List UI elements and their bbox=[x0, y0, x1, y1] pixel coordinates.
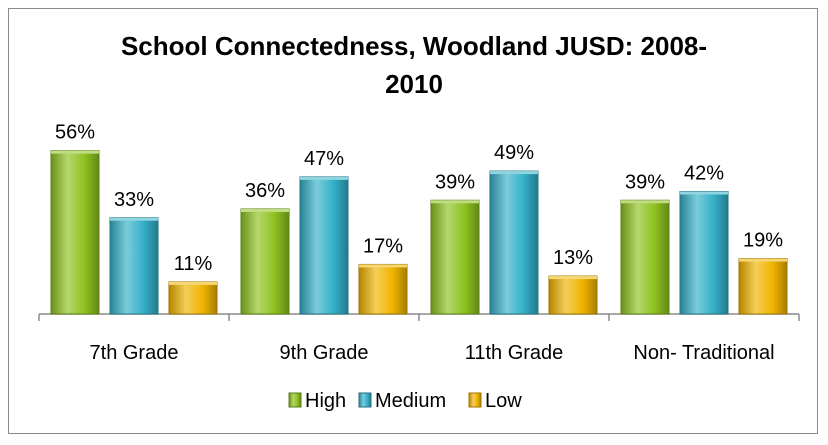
legend-swatch-low bbox=[468, 392, 482, 408]
bar-low-2 bbox=[548, 275, 598, 315]
bar-medium-1 bbox=[299, 176, 349, 315]
data-label-medium-3: 42% bbox=[684, 163, 724, 185]
chart-frame: School Connectedness, Woodland JUSD: 200… bbox=[8, 8, 818, 434]
data-label-low-0: 11% bbox=[174, 253, 213, 275]
bar-cap-low-2 bbox=[549, 276, 597, 280]
category-label-1: 9th Grade bbox=[280, 342, 369, 364]
data-label-high-0: 56% bbox=[55, 122, 95, 144]
legend-label-high: High bbox=[305, 390, 346, 412]
data-label-medium-2: 49% bbox=[494, 142, 534, 164]
bar-low-3 bbox=[738, 258, 788, 315]
legend-swatch-high bbox=[288, 392, 302, 408]
data-label-medium-0: 33% bbox=[114, 189, 154, 211]
bar-cap-high-1 bbox=[241, 209, 289, 212]
bar-high-1 bbox=[240, 208, 290, 315]
bar-cap-medium-1 bbox=[300, 176, 348, 180]
plot-area: 56% 33% 11% 7th Grade 36% 47% 17% 9th Grade 39% 4… bbox=[38, 122, 800, 364]
bar-cap-low-0 bbox=[169, 281, 217, 285]
legend-label-medium: Medium bbox=[375, 390, 446, 412]
bar-low-0 bbox=[168, 281, 218, 315]
bar-cap-high-3 bbox=[621, 200, 669, 204]
category-label-2: 11th Grade bbox=[465, 342, 564, 364]
bar-medium-2 bbox=[489, 170, 539, 315]
category-label-0: 7th Grade bbox=[90, 342, 179, 364]
legend-swatch-medium bbox=[358, 392, 372, 408]
data-label-medium-1: 47% bbox=[304, 148, 344, 170]
bar-medium-0 bbox=[109, 217, 159, 315]
chart-title-line-1: School Connectedness, Woodland JUSD: 200… bbox=[121, 31, 707, 61]
bar-cap-medium-0 bbox=[110, 217, 158, 221]
bar-cap-medium-2 bbox=[490, 171, 538, 175]
legend-label-low: Low bbox=[485, 390, 522, 412]
bar-cap-high-2 bbox=[431, 200, 479, 204]
bar-low-1 bbox=[358, 263, 408, 315]
data-label-high-3: 39% bbox=[625, 171, 665, 193]
bar-cap-medium-3 bbox=[680, 191, 728, 195]
chart-title-line-2: 2010 bbox=[385, 69, 443, 99]
category-label-3: Non- Traditional bbox=[633, 342, 774, 364]
bar-cap-low-1 bbox=[359, 264, 407, 268]
legend: High Medium Low bbox=[288, 390, 522, 412]
data-label-low-2: 13% bbox=[553, 247, 593, 269]
bar-medium-3 bbox=[679, 191, 729, 315]
bar-cap-low-3 bbox=[739, 258, 787, 262]
data-label-low-1: 17% bbox=[363, 235, 403, 257]
bar-high-3 bbox=[620, 199, 670, 315]
data-label-low-3: 19% bbox=[743, 230, 783, 252]
bar-chart: School Connectedness, Woodland JUSD: 200… bbox=[38, 31, 800, 412]
data-label-high-2: 39% bbox=[435, 171, 475, 193]
bar-cap-high-0 bbox=[51, 150, 99, 154]
data-label-high-1: 36% bbox=[245, 180, 285, 202]
bar-high-0 bbox=[50, 150, 100, 315]
bar-high-2 bbox=[430, 199, 480, 315]
